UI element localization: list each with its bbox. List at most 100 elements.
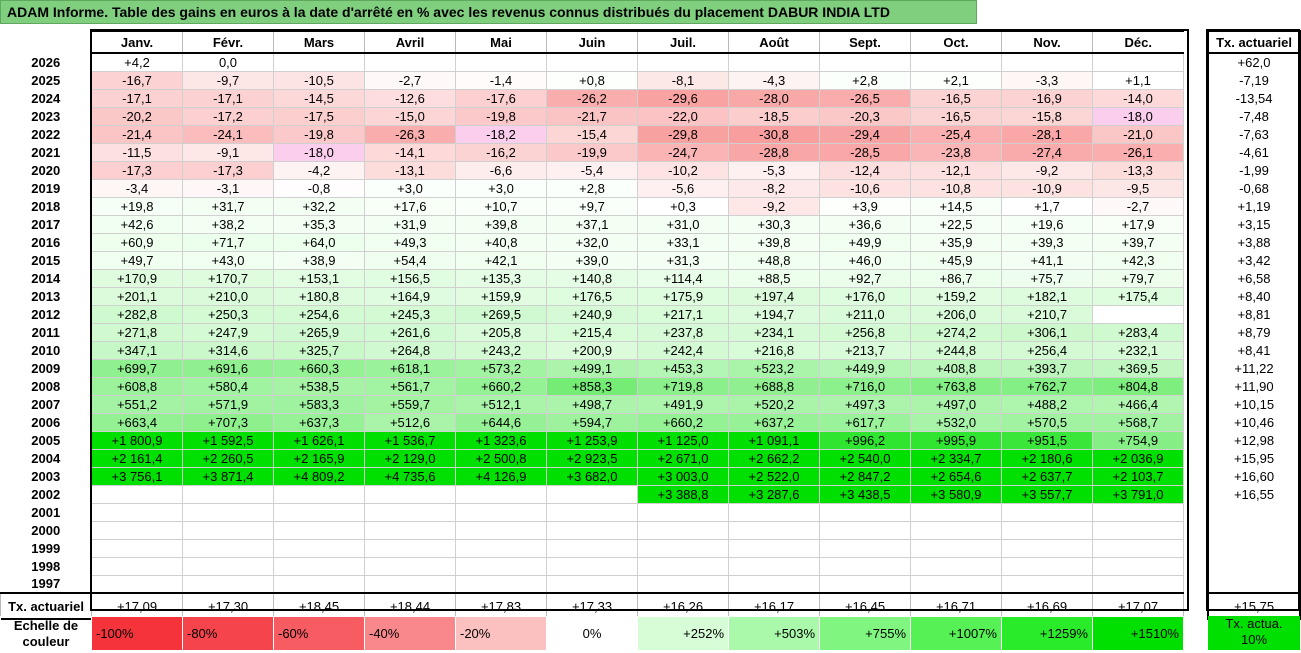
year-label: 1999 <box>31 540 61 556</box>
gain-cell: +3 557,7 <box>1001 484 1093 504</box>
gain-cell: -22,0 <box>637 106 729 126</box>
gain-cell: +75,7 <box>1001 268 1093 288</box>
gain-cell: +951,5 <box>1001 430 1093 450</box>
gain-cell: -17,3 <box>182 160 274 180</box>
gain-cell: +719,8 <box>637 376 729 396</box>
gain-cell <box>455 574 547 594</box>
gain-cell: -21,7 <box>546 106 638 126</box>
gain-cell: -28,1 <box>1001 124 1093 144</box>
gain-cell <box>91 574 183 594</box>
tx-cell: +15,95 <box>1207 449 1301 467</box>
year-header <box>1 31 92 53</box>
gain-cell: +245,3 <box>364 304 456 324</box>
gain-cell: +2,8 <box>546 178 638 198</box>
gain-cell: +19,6 <box>1001 214 1093 234</box>
gain-cell: -13,3 <box>1092 160 1184 180</box>
tx-cell: -13,54 <box>1207 89 1301 107</box>
report-title: ADAM Informe. Table des gains en euros à… <box>0 0 977 24</box>
tx-cell <box>1207 539 1301 557</box>
gain-cell: +3 388,8 <box>637 484 729 504</box>
year-label: 2015 <box>31 252 61 268</box>
gain-cell: +2,8 <box>819 70 911 90</box>
gain-cell: +660,3 <box>273 358 365 378</box>
gain-cell: +571,9 <box>182 394 274 414</box>
gain-cell: -8,2 <box>728 178 820 198</box>
gain-cell: +237,8 <box>637 322 729 342</box>
gain-cell: -16,5 <box>910 88 1002 108</box>
gain-cell: +250,3 <box>182 304 274 324</box>
gain-cell: +573,2 <box>455 358 547 378</box>
gain-cell: +4,2 <box>91 52 183 72</box>
gain-cell: +9,7 <box>546 196 638 216</box>
gain-cell <box>364 574 456 594</box>
tx-legend-text: Tx. actua. 10% <box>1225 616 1283 647</box>
gain-cell: -4,3 <box>728 70 820 90</box>
gain-cell: +40,8 <box>455 232 547 252</box>
gain-cell <box>546 520 638 540</box>
gain-cell <box>728 520 820 540</box>
tx-cell <box>1207 557 1301 575</box>
month-header: Oct. <box>910 30 1002 54</box>
scale-swatch: -80% <box>182 616 274 651</box>
gain-cell: -3,3 <box>1001 70 1093 90</box>
table-row: 2002 +3 388,8 +3 287,6 +3 438,5 +3 580,9 +3 5… <box>1 484 1184 504</box>
year-label: 2023 <box>31 108 61 124</box>
gain-cell: +31,0 <box>637 214 729 234</box>
gain-cell: +48,8 <box>728 250 820 270</box>
gain-cell <box>273 556 365 576</box>
gain-cell: -21,4 <box>91 124 183 144</box>
gain-cell: +3 756,1 <box>91 466 183 486</box>
gain-cell <box>364 502 456 522</box>
gain-cell <box>1092 520 1184 540</box>
month-header: Avril <box>364 30 456 54</box>
gain-cell: +2 671,0 <box>637 448 729 468</box>
year-label: 2009 <box>31 360 61 376</box>
gain-cell: +1 323,6 <box>455 430 547 450</box>
tx-cell: +8,40 <box>1207 287 1301 305</box>
gain-cell: +488,2 <box>1001 394 1093 414</box>
scale-swatch: +1510% <box>1092 616 1184 651</box>
gain-cell <box>1092 502 1184 522</box>
table-row: 2019 -3,4 -3,1 -0,8 +3,0 +3,0 +2,8 -5,6 -8,2 -10,… <box>1 178 1184 198</box>
tx-cell: +3,88 <box>1207 233 1301 251</box>
gain-cell: -28,5 <box>819 142 911 162</box>
table-row: 2017 +42,6 +38,2 +35,3 +31,9 +39,8 +37,1 +31,0 +… <box>1 214 1184 234</box>
tx-cell: +1,19 <box>1207 197 1301 215</box>
year-label: 1998 <box>31 558 61 574</box>
gain-cell: +580,4 <box>182 376 274 396</box>
gain-cell: +347,1 <box>91 340 183 360</box>
gain-cell: -19,8 <box>273 124 365 144</box>
gain-cell <box>1092 574 1184 594</box>
gain-cell: +2 180,6 <box>1001 448 1093 468</box>
gain-cell: +2 103,7 <box>1092 466 1184 486</box>
year-label: 2001 <box>31 504 61 520</box>
gain-cell <box>182 556 274 576</box>
gain-cell: +244,8 <box>910 340 1002 360</box>
gain-cell: -9,2 <box>1001 160 1093 180</box>
gain-cell: +995,9 <box>910 430 1002 450</box>
gain-cell: -6,6 <box>455 160 547 180</box>
gain-cell: +210,7 <box>1001 304 1093 324</box>
gain-cell: +3 871,4 <box>182 466 274 486</box>
table-row: 2024 -17,1 -17,1 -14,5 -12,6 -17,6 -26,2 -29,6-… <box>1 88 1184 108</box>
gain-cell: -10,9 <box>1001 178 1093 198</box>
gain-cell: +43,0 <box>182 250 274 270</box>
gain-cell <box>1092 556 1184 576</box>
gain-cell <box>364 556 456 576</box>
gain-cell: +637,2 <box>728 412 820 432</box>
year-label: 2025 <box>31 72 61 88</box>
month-header: Nov. <box>1001 30 1093 54</box>
gain-cell: -9,2 <box>728 196 820 216</box>
gain-cell: +156,5 <box>364 268 456 288</box>
gain-cell: -17,2 <box>182 106 274 126</box>
gain-cell: -26,3 <box>364 124 456 144</box>
gain-cell <box>819 502 911 522</box>
gain-cell <box>637 520 729 540</box>
gain-cell: +3,9 <box>819 196 911 216</box>
gain-cell: +36,6 <box>819 214 911 234</box>
gain-cell: -9,1 <box>182 142 274 162</box>
gain-cell: -15,0 <box>364 106 456 126</box>
gain-cell <box>546 574 638 594</box>
month-header: Mai <box>455 30 547 54</box>
gain-cell: +559,7 <box>364 394 456 414</box>
